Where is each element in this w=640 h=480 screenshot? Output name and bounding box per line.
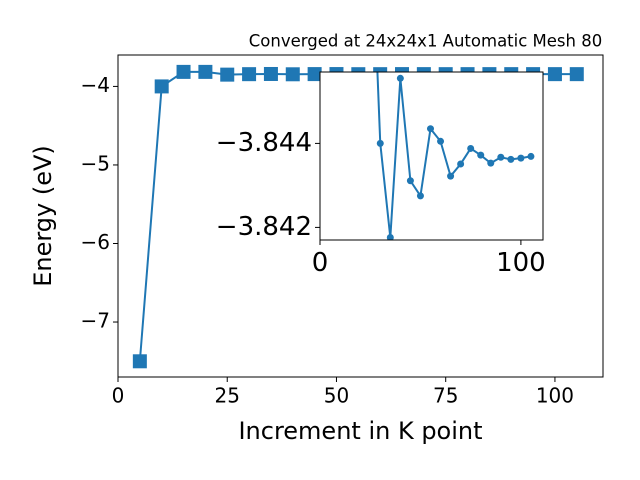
axes-frame: [117, 54, 604, 378]
axes-frame: [319, 71, 544, 241]
marker: [426, 125, 434, 133]
x-tick-label: 75: [433, 384, 458, 408]
marker: [507, 155, 515, 163]
x-tick-label: 25: [215, 384, 240, 408]
x-tick-label: 100: [496, 248, 546, 278]
marker: [176, 64, 191, 79]
marker: [547, 67, 562, 82]
y-tick-label: −3.842: [216, 212, 312, 242]
y-tick-label: −7: [81, 309, 110, 333]
marker: [242, 67, 257, 82]
marker: [285, 67, 300, 82]
x-tick-label: 0: [112, 384, 125, 408]
marker: [386, 233, 394, 240]
y-axis-label: Energy (eV): [29, 145, 57, 287]
y-tick-label: −6: [81, 230, 110, 254]
marker: [376, 139, 384, 147]
plot-area: [320, 72, 543, 240]
x-tick-label: 50: [324, 384, 349, 408]
marker: [263, 66, 278, 81]
marker: [467, 144, 475, 152]
y-tick-label: −3.844: [216, 128, 312, 158]
marker: [437, 137, 445, 145]
marker: [517, 154, 525, 162]
x-tick-label: 100: [536, 384, 574, 408]
marker: [220, 67, 235, 82]
marker: [406, 177, 414, 185]
y-tick-label: −5: [81, 151, 110, 175]
marker: [154, 79, 169, 94]
marker: [447, 172, 455, 180]
marker: [569, 67, 584, 82]
marker: [527, 152, 535, 160]
marker: [307, 67, 322, 82]
marker: [487, 159, 495, 167]
chart-title: Converged at 24x24x1 Automatic Mesh 80: [249, 32, 602, 51]
marker: [497, 153, 505, 161]
plot-clip: [132, 64, 584, 369]
plot-clip: [376, 72, 535, 240]
marker: [132, 354, 147, 369]
marker: [198, 64, 213, 79]
marker: [416, 192, 424, 200]
marker: [477, 151, 485, 159]
x-tick-label: 0: [312, 248, 329, 278]
marker: [396, 74, 404, 82]
x-axis-label: Increment in K point: [238, 417, 482, 445]
marker: [457, 160, 465, 168]
y-tick-label: −4: [81, 73, 110, 97]
